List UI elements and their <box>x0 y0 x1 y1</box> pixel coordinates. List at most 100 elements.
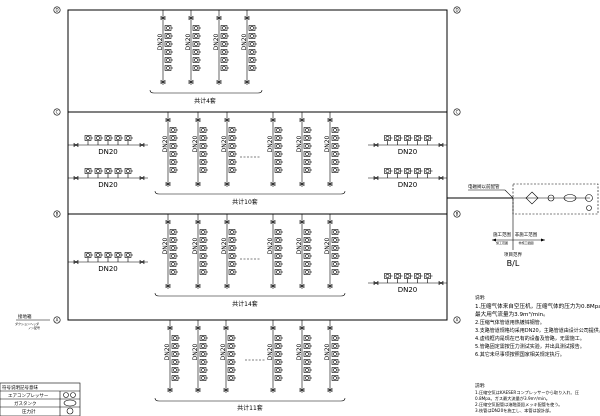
valve-icon <box>373 142 379 148</box>
valve-icon <box>270 387 276 393</box>
valve-icon <box>270 219 276 225</box>
valve-icon <box>216 15 222 21</box>
svg-text:A: A <box>56 318 59 323</box>
svg-text:DN20: DN20 <box>324 135 331 152</box>
svg-text:DN20: DN20 <box>157 33 164 50</box>
valve-icon <box>327 387 333 393</box>
axis-marker: C <box>53 108 61 116</box>
gas-tank-icon <box>63 399 77 407</box>
riser: DN20 <box>192 214 208 289</box>
svg-text:DN20: DN20 <box>220 343 227 360</box>
note-line: 4.虚线框内是现在已有的设备及管路，无需施工。 <box>475 335 585 342</box>
valve-icon <box>299 219 305 225</box>
svg-text:B: B <box>56 212 59 217</box>
valve-icon <box>195 283 201 289</box>
svg-text:DN20: DN20 <box>164 343 171 360</box>
valve-icon <box>438 175 444 181</box>
valve-icon <box>327 325 333 331</box>
valve-icon <box>244 79 250 85</box>
valve-icon <box>223 387 229 393</box>
riser: DN20 <box>267 214 283 289</box>
svg-text:DN20: DN20 <box>98 181 118 189</box>
riser: DN20 <box>324 112 340 187</box>
valve-icon <box>327 283 333 289</box>
valve-icon <box>165 283 171 289</box>
riser: DN20 <box>221 112 237 187</box>
valve-icon <box>188 79 194 85</box>
scope-non-construction-sub: 非施工範囲 <box>518 240 533 245</box>
svg-text:DN20: DN20 <box>267 343 274 360</box>
valve-icon <box>216 79 222 85</box>
valve-icon <box>299 325 305 331</box>
callout-label: 电磁阀以前配管 <box>468 183 500 190</box>
boundary-label: 项目范界 <box>504 251 522 258</box>
axis-marker: D <box>53 6 61 14</box>
legend-header: 符号说明記号意味 <box>2 384 38 391</box>
section-total-2: 共计10套 <box>232 198 258 206</box>
svg-text:DN20: DN20 <box>398 286 418 294</box>
svg-text:DN20: DN20 <box>398 148 418 156</box>
section-total-3: 共计14套 <box>232 300 258 308</box>
svg-text:DN20: DN20 <box>221 135 228 152</box>
note-line: 3.枝管はDN20を施工し、本管は設計部。 <box>475 407 554 414</box>
existing-equipment <box>513 191 593 211</box>
svg-text:DN20: DN20 <box>267 237 274 254</box>
valve-icon <box>160 15 166 21</box>
valve-icon <box>139 259 145 265</box>
legend-table: 符号说明記号意味 エアコンプレッサー ガスタンク 圧力計 <box>0 382 81 416</box>
svg-text:DN20: DN20 <box>98 148 118 156</box>
valve-icon <box>195 117 201 123</box>
valve-icon <box>270 181 276 187</box>
riser: DN20 <box>267 112 283 187</box>
axis-marker: A <box>53 316 61 324</box>
riser: DN20 <box>192 320 208 393</box>
valve-icon <box>327 219 333 225</box>
valve-icon <box>188 15 194 21</box>
axis-marker: D <box>453 6 461 14</box>
valve-icon <box>224 283 230 289</box>
valve-icon <box>224 219 230 225</box>
riser: DN20 <box>162 214 178 289</box>
valve-icon <box>167 387 173 393</box>
riser: DN20 <box>157 10 173 85</box>
group-brace <box>154 190 346 195</box>
svg-text:DN20: DN20 <box>213 33 220 50</box>
riser: DN20 <box>164 320 180 393</box>
riser: DN20 <box>192 112 208 187</box>
svg-text:DN20: DN20 <box>241 33 248 50</box>
valve-icon <box>244 15 250 21</box>
svg-text:DN20: DN20 <box>296 135 303 152</box>
section-total-4: 共计11套 <box>237 404 263 412</box>
valve-icon <box>195 219 201 225</box>
svg-text:DN20: DN20 <box>296 237 303 254</box>
riser: DN20 <box>185 10 201 85</box>
pressure-gauge-icon <box>586 205 592 211</box>
valve-icon <box>299 283 305 289</box>
group-brace <box>154 397 346 402</box>
building-outline <box>67 9 448 321</box>
scope-construction-sub: 施工范囲 <box>496 240 508 245</box>
note-line: 0.8Mpa。ガス最大流量が3.9m³/min。 <box>475 395 550 402</box>
svg-text:DN20: DN20 <box>221 237 228 254</box>
riser: DN20 <box>324 214 340 289</box>
scope-construction: 施工范围 <box>493 231 511 238</box>
svg-text:D: D <box>455 8 458 13</box>
axis-marker: A <box>453 316 461 324</box>
axis-marker: B <box>53 210 61 218</box>
note-line: 2.压缩气体管道用热镀锌钢管。 <box>475 319 545 326</box>
svg-text:说明:: 说明: <box>475 294 486 301</box>
svg-text:DN20: DN20 <box>162 135 169 152</box>
legend-row-label: ガスタンク <box>14 400 37 407</box>
svg-text:D: D <box>55 8 58 13</box>
note-line: 2.圧縮空気配管は溶融亜鉛メッキ配管を使う。 <box>475 401 563 408</box>
valve-icon <box>223 325 229 331</box>
svg-text:DN20: DN20 <box>192 135 199 152</box>
riser: DN20 <box>221 214 237 289</box>
note-line: 6.其它未尽事项按照国家相关规定执行。 <box>475 351 565 358</box>
branch-pipe: DN20 <box>368 273 447 294</box>
note-line: 1.圧縮空気はKAESERコンプレッサーから取り入れ、圧 <box>475 389 579 396</box>
riser: DN20 <box>162 112 178 187</box>
note-line: 1.压缩气体来自空压机，压缩气体的压力为0.8Mpa。 <box>475 302 600 310</box>
left-callout-sub2: ノン配号 <box>28 325 40 330</box>
